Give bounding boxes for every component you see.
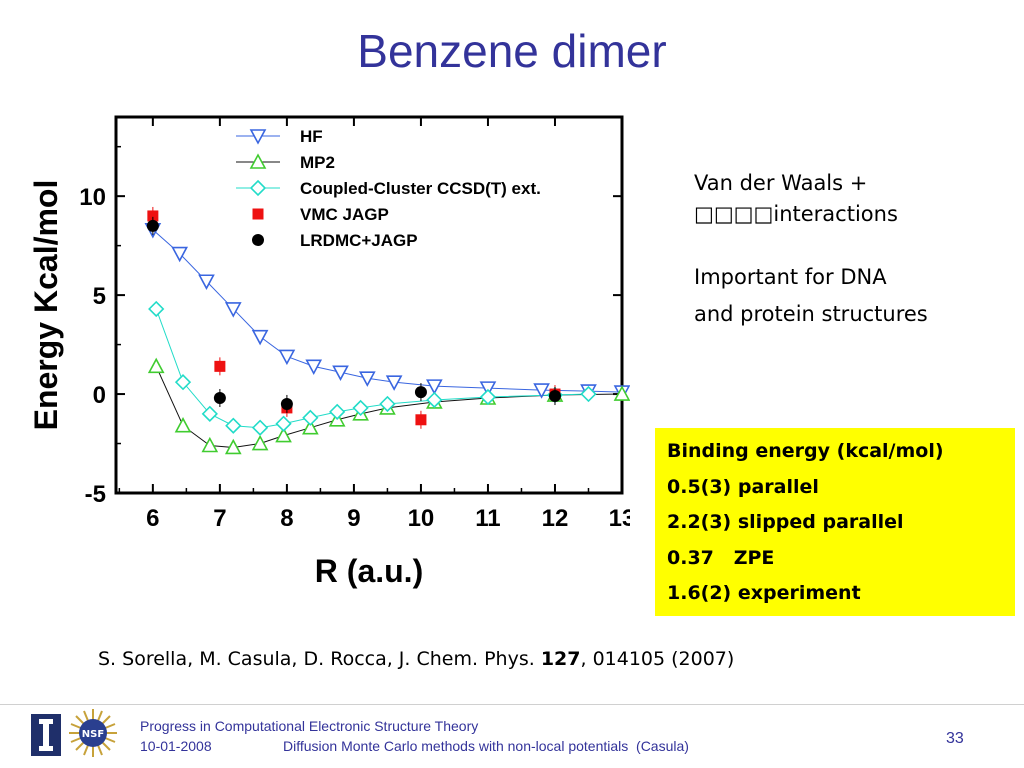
- lrdmc-jagp-point: [146, 219, 159, 232]
- mp2-point: [251, 434, 269, 451]
- citation: S. Sorella, M. Casula, D. Rocca, J. Chem…: [98, 648, 734, 670]
- hf-point: [358, 371, 376, 387]
- slide-title: Benzene dimer: [357, 25, 667, 77]
- x-tick-label: 9: [347, 505, 360, 532]
- binding-energy-slipped: 2.2(3) slipped parallel: [667, 511, 904, 533]
- x-tick-label: 10: [408, 505, 435, 532]
- legend-marker-coupled-cluster-ccsd-t-ext: [249, 179, 267, 197]
- x-tick-label: 8: [280, 505, 293, 532]
- nsf-logo-text: NSF: [82, 729, 104, 740]
- legend-label-vmc-jagp: VMC JAGP: [300, 205, 389, 224]
- binding-energy-box: Binding energy (kcal/mol) 0.5(3) paralle…: [655, 428, 1015, 616]
- legend-label-lrdmc-jagp: LRDMC+JAGP: [300, 231, 418, 250]
- mp2-point: [613, 385, 630, 401]
- hf-point: [332, 365, 349, 381]
- lrdmc-jagp-point: [414, 386, 427, 399]
- vdw-line-1: Van der Waals +: [694, 171, 868, 195]
- page-number: 33: [946, 730, 964, 747]
- mp2-point: [201, 436, 219, 453]
- mp2-point: [147, 357, 165, 374]
- coupled-cluster-ccsd-t-ext-point: [225, 417, 242, 434]
- x-tick-label: 11: [475, 505, 500, 532]
- x-tick-label: 12: [542, 505, 569, 532]
- vmc-jagp-point: [214, 360, 226, 372]
- mp2-point: [302, 419, 319, 435]
- coupled-cluster-ccsd-t-ext-point: [148, 300, 165, 318]
- coupled-cluster-ccsd-t-ext-point: [329, 403, 346, 420]
- y-tick-label: 5: [93, 283, 106, 310]
- binding-energy-experiment: 1.6(2) experiment: [667, 582, 861, 604]
- hf-point: [251, 329, 269, 346]
- legend-marker-hf: [249, 129, 267, 145]
- importance-text: Important for DNA and protein structures: [694, 259, 928, 333]
- lrdmc-jagp-point: [280, 397, 293, 410]
- lrdmc-jagp-point: [213, 392, 226, 405]
- binding-energy-heading: Binding energy (kcal/mol): [667, 440, 944, 462]
- hf-point: [198, 274, 215, 290]
- x-tick-label: 7: [213, 505, 226, 532]
- importance-line-1: Important for DNA: [694, 265, 887, 289]
- mp2-point: [275, 426, 292, 443]
- legend-label-coupled-cluster-ccsd-t-ext: Coupled-Cluster CCSD(T) ext.: [300, 179, 541, 198]
- binding-energy-zpe: 0.37 ZPE: [667, 546, 775, 569]
- importance-line-2: and protein structures: [694, 302, 928, 326]
- x-axis-label: R (a.u.): [315, 553, 423, 589]
- x-tick-label: 13: [609, 505, 630, 532]
- illinois-logo-icon: [31, 714, 61, 756]
- hf-point: [305, 359, 323, 376]
- coupled-cluster-ccsd-t-ext-point: [479, 388, 497, 406]
- coupled-cluster-ccsd-t-ext-point: [426, 391, 443, 409]
- vmc-jagp-point: [147, 210, 159, 222]
- y-axis-label: Energy Kcal/mol: [30, 180, 64, 431]
- y-tick-label: 0: [93, 382, 106, 409]
- vdw-text: Van der Waals + □□□□interactions: [694, 168, 898, 230]
- footer-talk-title: Diffusion Monte Carlo methods with non-l…: [283, 738, 689, 754]
- x-tick-label: 6: [146, 505, 159, 532]
- vmc-jagp-point: [415, 414, 427, 426]
- footer-conference: Progress in Computational Electronic Str…: [140, 718, 479, 734]
- footer-divider: [0, 704, 1024, 705]
- citation-volume: 127: [540, 648, 581, 670]
- vdw-line-2: □□□□interactions: [694, 202, 898, 226]
- lrdmc-jagp-point: [548, 390, 561, 403]
- legend-marker-mp2: [249, 153, 267, 169]
- citation-authors: S. Sorella, M. Casula, D. Rocca, J. Chem…: [98, 648, 541, 670]
- plot-frame: [114, 115, 624, 495]
- mp2-point: [174, 417, 192, 433]
- energy-chart: 6 7 8 9 10 11 12 13 -5 0 5 10 HF MP2 Coupled-Cluster…: [30, 112, 630, 592]
- footer-date: 10-01-2008: [140, 738, 212, 754]
- legend-label-mp2: MP2: [300, 153, 335, 172]
- citation-pages: , 014105 (2007): [580, 648, 735, 670]
- hf-point: [171, 246, 189, 263]
- legend-marker-vmc-jagp: [252, 208, 264, 220]
- hf-point: [479, 381, 497, 397]
- coupled-cluster-ccsd-t-ext-point: [302, 409, 319, 426]
- binding-energy-parallel: 0.5(3) parallel: [667, 475, 819, 498]
- mp2-point: [224, 438, 242, 455]
- coupled-cluster-ccsd-t-ext-point: [379, 395, 396, 413]
- y-tick-label: -5: [85, 481, 106, 508]
- coupled-cluster-ccsd-t-ext-point: [352, 399, 369, 417]
- coupled-cluster-ccsd-t-ext-point: [174, 374, 192, 391]
- coupled-cluster-ccsd-t-ext-point: [251, 419, 269, 436]
- legend-marker-lrdmc-jagp: [252, 234, 264, 246]
- coupled-cluster-ccsd-t-ext-point: [275, 415, 292, 432]
- hf-point: [385, 375, 403, 391]
- nsf-logo-icon: NSF: [69, 709, 117, 757]
- hf-point: [278, 349, 296, 366]
- hf-point: [426, 379, 443, 395]
- hf-point: [533, 383, 550, 399]
- hf-point: [224, 302, 242, 318]
- coupled-cluster-ccsd-t-ext-point: [201, 405, 218, 422]
- coupled-cluster-ccsd-t-ext-point: [580, 385, 597, 403]
- legend-label-hf: HF: [300, 127, 323, 146]
- y-tick-label: 10: [79, 184, 106, 211]
